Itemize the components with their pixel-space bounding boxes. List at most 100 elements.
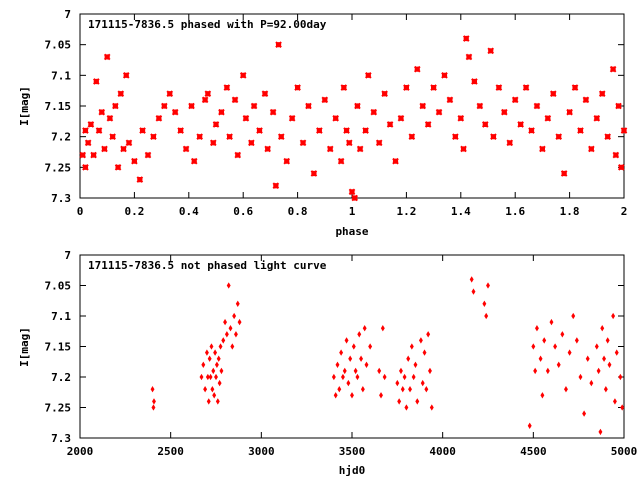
unphased-data-point — [605, 337, 610, 344]
unphased-data-point — [353, 367, 358, 375]
phased-data-point — [204, 90, 212, 98]
phased-data-point — [582, 96, 590, 104]
phased-data-point — [386, 121, 394, 128]
unphased-data-point — [218, 343, 223, 350]
phased-data-point — [269, 108, 277, 116]
phased-data-point — [84, 139, 92, 147]
phased-data-point — [79, 151, 87, 159]
unphased-data-point — [213, 349, 218, 356]
phased-data-point — [609, 65, 617, 73]
phased-data-point — [190, 157, 198, 165]
unphased-data-point — [215, 398, 220, 405]
phased-y-tick-label: 7 — [64, 8, 71, 21]
phased-y-tick-label: 7.2 — [51, 131, 71, 144]
unphased-x-axis-label: hjd0 — [339, 464, 366, 477]
phased-data-point — [517, 121, 524, 128]
unphased-data-point — [382, 373, 387, 381]
phased-data-point — [343, 127, 350, 134]
phased-data-point — [419, 102, 427, 110]
unphased-data-point — [339, 349, 344, 356]
phased-data-point — [340, 84, 348, 91]
phased-data-point — [114, 164, 122, 171]
phased-data-point — [122, 72, 130, 79]
unphased-data-point — [614, 349, 619, 356]
phased-y-tick-label: 7.3 — [51, 192, 71, 205]
phased-data-point — [209, 139, 217, 147]
unphased-data-point — [228, 325, 233, 332]
phased-data-point — [103, 53, 111, 61]
phased-data-point — [392, 157, 399, 165]
phased-data-point — [101, 145, 108, 153]
phased-data-point — [577, 127, 584, 134]
unphased-data-point — [408, 386, 412, 393]
phased-y-tick-label: 7.05 — [45, 39, 72, 52]
unphased-data-point — [600, 325, 605, 332]
phased-data-point — [403, 84, 410, 91]
phased-data-point — [620, 127, 628, 134]
unphased-data-point — [221, 337, 226, 344]
phased-data-point — [337, 157, 345, 165]
phased-data-point — [588, 145, 595, 153]
phased-x-tick-label: 1.6 — [505, 205, 525, 218]
unphased-data-point — [411, 373, 416, 381]
unphased-data-point — [589, 379, 594, 387]
phased-data-point — [112, 102, 119, 110]
phased-data-point — [362, 127, 369, 134]
unphased-data-point — [207, 355, 212, 362]
unphased-data-point — [223, 318, 228, 326]
unphased-data-point — [531, 343, 536, 350]
phased-data-point — [136, 176, 144, 183]
unphased-data-point — [611, 312, 616, 320]
phased-data-point — [566, 108, 573, 116]
phased-y-axis-label: I[mag] — [18, 86, 31, 126]
unphased-y-tick-label: 7.2 — [51, 371, 71, 384]
phased-data-point — [345, 139, 353, 147]
unphased-data-point — [226, 282, 231, 289]
phased-data-point — [375, 139, 383, 147]
phased-data-point — [177, 127, 184, 134]
unphased-data-point — [533, 367, 538, 375]
phased-data-point — [87, 121, 95, 128]
unphased-data-point — [471, 288, 476, 295]
phased-data-point — [533, 102, 541, 110]
unphased-data-point — [578, 373, 583, 381]
unphased-data-point — [395, 379, 400, 387]
phased-data-point — [441, 72, 448, 79]
unphased-data-point — [399, 367, 403, 375]
unphased-data-point — [152, 398, 156, 405]
phased-data-point — [555, 133, 563, 140]
unphased-data-point — [348, 355, 353, 362]
unphased-data-point — [379, 392, 383, 399]
unphased-data-point — [564, 386, 568, 393]
unphased-data-point — [344, 337, 349, 344]
unphased-data-point — [428, 367, 432, 375]
unphased-data-point — [219, 367, 224, 375]
phased-data-point — [294, 84, 301, 91]
phased-data-point — [501, 108, 508, 116]
unphased-data-point — [618, 373, 623, 381]
unphased-data-point — [211, 367, 216, 375]
phased-data-point — [117, 90, 125, 98]
phased-data-point — [316, 127, 323, 134]
phased-x-tick-label: 0.2 — [124, 205, 144, 218]
unphased-data-point — [237, 318, 242, 326]
unphased-data-point — [212, 392, 217, 399]
unphased-data-point — [233, 331, 238, 338]
unphased-data-point — [607, 361, 612, 368]
unphased-data-point — [418, 337, 423, 344]
phased-data-point — [593, 114, 601, 122]
unphased-data-point — [342, 367, 347, 375]
unphased-data-point — [230, 343, 235, 350]
phased-data-point — [264, 145, 271, 153]
unphased-plot: 2000 2500 3000 3500 4000 4500 5000 7 7.05 7.1 7.1… — [18, 249, 637, 477]
phased-data-point — [82, 127, 89, 134]
phased-data-point — [125, 139, 133, 147]
unphased-x-tick-label: 3500 — [339, 445, 366, 458]
phased-data-point — [131, 157, 138, 165]
unphased-data-point — [203, 386, 208, 393]
phased-data-point — [196, 133, 203, 140]
phased-data-point — [321, 96, 329, 104]
unphased-data-point — [486, 282, 490, 289]
unphased-data-point — [206, 398, 211, 405]
